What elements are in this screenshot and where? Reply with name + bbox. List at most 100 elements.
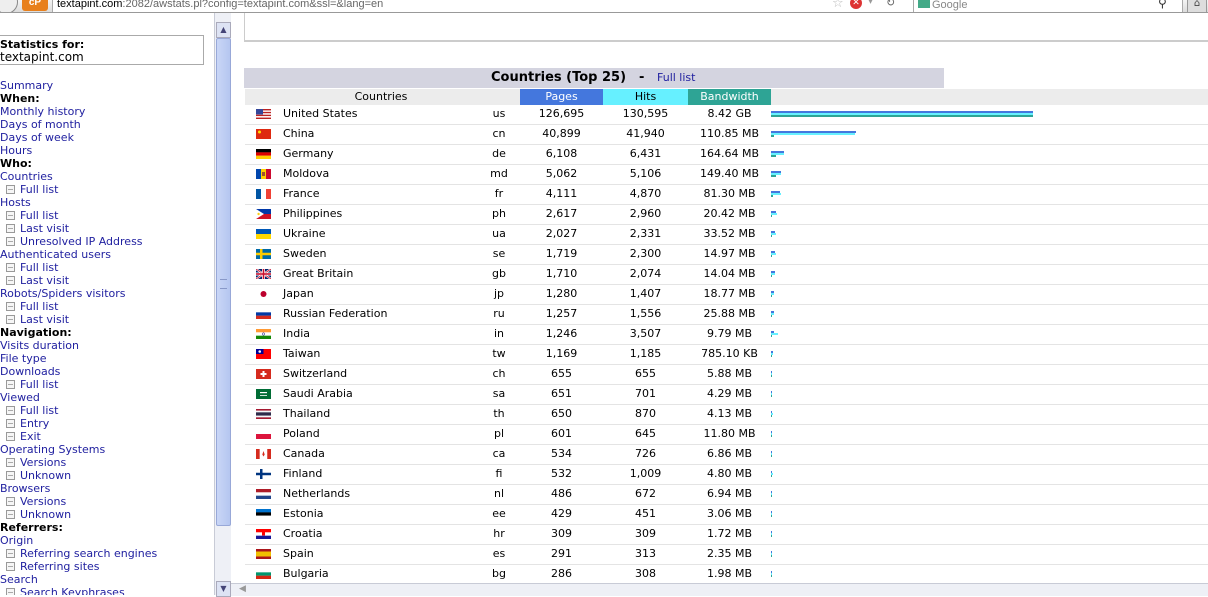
menu-subitem[interactable]: Unknown bbox=[0, 508, 157, 521]
menu-subitem[interactable]: Full list bbox=[0, 209, 157, 222]
menu-subitem[interactable]: Referring search engines bbox=[0, 547, 157, 560]
pages-value: 650 bbox=[551, 407, 572, 420]
country-code: es bbox=[492, 547, 506, 560]
es-flag-icon bbox=[256, 549, 271, 560]
tw-flag-icon bbox=[256, 349, 271, 359]
bandwidth-value: 149.40 MB bbox=[699, 167, 760, 180]
subitem-box-icon bbox=[6, 406, 15, 415]
menu-subitem[interactable]: Versions bbox=[0, 456, 157, 469]
country-name: India bbox=[283, 327, 310, 340]
menu-item[interactable]: Days of month bbox=[0, 118, 157, 131]
bookmark-star-icon[interactable]: ☆ bbox=[832, 0, 844, 11]
address-bar[interactable]: textapint.com:2082/awstats.pl?config=tex… bbox=[52, 0, 918, 12]
menu-item[interactable]: Countries bbox=[0, 170, 157, 183]
de-flag-icon bbox=[256, 149, 271, 160]
bandwidth-value: 1.98 MB bbox=[706, 567, 753, 580]
dropdown-icon[interactable]: ▾ bbox=[868, 0, 874, 7]
subitem-box-icon bbox=[6, 380, 15, 389]
pages-bar bbox=[771, 271, 775, 273]
hits-value: 1,185 bbox=[629, 347, 662, 360]
country-name: China bbox=[283, 127, 315, 140]
menu-item[interactable]: Authenticated users bbox=[0, 248, 157, 261]
menu-subitem[interactable]: Unknown bbox=[0, 469, 157, 482]
full-list-link[interactable]: Full list bbox=[657, 71, 696, 84]
menu-subitem[interactable]: Last visit bbox=[0, 222, 157, 235]
menu-item-label: Hosts bbox=[0, 196, 31, 209]
table-row: Bulgaria bg 286 308 1.98 MB bbox=[245, 565, 1208, 585]
bars-cell bbox=[771, 205, 1208, 223]
menu-subitem[interactable]: Last visit bbox=[0, 313, 157, 326]
bandwidth-value: 5.88 MB bbox=[706, 367, 753, 380]
menu-item[interactable]: File type bbox=[0, 352, 157, 365]
search-input[interactable]: Google bbox=[913, 0, 1183, 12]
bandwidth-bar bbox=[771, 475, 772, 477]
country-name: Finland bbox=[283, 467, 323, 480]
ee-flag-icon bbox=[256, 509, 271, 520]
hits-bar bbox=[771, 473, 773, 475]
bars-cell bbox=[771, 185, 1208, 203]
home-icon[interactable]: ⌂ bbox=[1187, 0, 1207, 12]
menu-subitem[interactable]: Versions bbox=[0, 495, 157, 508]
sidebar-scrollbar[interactable]: ▲ ▼ bbox=[214, 13, 231, 597]
hits-bar bbox=[771, 213, 777, 215]
hits-bar bbox=[771, 273, 775, 275]
pages-value: 126,695 bbox=[538, 107, 585, 120]
menu-item[interactable]: Downloads bbox=[0, 365, 157, 378]
menu-item-label: Last visit bbox=[20, 313, 70, 326]
menu-subitem[interactable]: Exit bbox=[0, 430, 157, 443]
menu-item[interactable]: Days of week bbox=[0, 131, 157, 144]
scroll-up-icon[interactable]: ▲ bbox=[216, 22, 231, 38]
menu-item[interactable]: Monthly history bbox=[0, 105, 157, 118]
menu-subitem[interactable]: Full list bbox=[0, 261, 157, 274]
menu-item[interactable]: Hours bbox=[0, 144, 157, 157]
countries-title-bar: Countries (Top 25) - Full list bbox=[244, 68, 944, 88]
table-row: Spain es 291 313 2.35 MB bbox=[245, 545, 1208, 565]
pages-value: 534 bbox=[551, 447, 572, 460]
reload-icon[interactable]: ↻ bbox=[886, 0, 896, 9]
menu-item[interactable]: Robots/Spiders visitors bbox=[0, 287, 157, 300]
menu-subitem[interactable]: Referring sites bbox=[0, 560, 157, 573]
menu-item[interactable]: Search bbox=[0, 573, 157, 586]
bandwidth-value: 1.72 MB bbox=[706, 527, 753, 540]
bandwidth-value: 8.42 GB bbox=[707, 107, 752, 120]
scroll-left-icon[interactable]: ◀ bbox=[239, 584, 246, 594]
magnifier-icon[interactable]: ⚲ bbox=[1158, 0, 1167, 10]
hits-bar bbox=[771, 253, 776, 255]
menu-item[interactable]: Hosts bbox=[0, 196, 157, 209]
menu-subitem[interactable]: Last visit bbox=[0, 274, 157, 287]
hits-bar bbox=[771, 113, 1033, 115]
menu-item[interactable]: Viewed bbox=[0, 391, 157, 404]
hits-bar bbox=[771, 293, 774, 295]
pages-bar bbox=[771, 191, 780, 193]
menu-subitem[interactable]: Search Keyphrases bbox=[0, 586, 157, 595]
menu-subitem[interactable]: Unresolved IP Address bbox=[0, 235, 157, 248]
menu-subitem[interactable]: Full list bbox=[0, 300, 157, 313]
menu-item[interactable]: Browsers bbox=[0, 482, 157, 495]
hits-value: 451 bbox=[635, 507, 656, 520]
table-row: Philippines ph 2,617 2,960 20.42 MB bbox=[245, 205, 1208, 225]
scroll-down-icon[interactable]: ▼ bbox=[216, 581, 231, 597]
menu-item[interactable]: Operating Systems bbox=[0, 443, 157, 456]
google-icon bbox=[918, 0, 930, 8]
pages-value: 1,257 bbox=[545, 307, 578, 320]
menu-item[interactable]: Visits duration bbox=[0, 339, 157, 352]
menu-item[interactable]: Summary bbox=[0, 79, 157, 92]
country-name: Japan bbox=[283, 287, 314, 300]
menu-subitem[interactable]: Full list bbox=[0, 378, 157, 391]
menu-item[interactable]: Origin bbox=[0, 534, 157, 547]
title-separator: - bbox=[639, 70, 645, 85]
menu-subitem[interactable]: Entry bbox=[0, 417, 157, 430]
previous-section-box bbox=[244, 13, 1208, 42]
bandwidth-value: 110.85 MB bbox=[699, 127, 760, 140]
stop-icon[interactable]: ✕ bbox=[850, 0, 862, 9]
back-button[interactable] bbox=[0, 0, 18, 12]
menu-subitem[interactable]: Full list bbox=[0, 404, 157, 417]
main-horizontal-scrollbar[interactable]: ◀ bbox=[231, 583, 1208, 596]
pages-bar bbox=[771, 231, 775, 233]
bars-cell bbox=[771, 385, 1208, 403]
scrollbar-thumb[interactable] bbox=[216, 38, 231, 526]
country-name: Switzerland bbox=[283, 367, 348, 380]
country-code: gb bbox=[492, 267, 506, 280]
menu-subitem[interactable]: Full list bbox=[0, 183, 157, 196]
search-placeholder: Google bbox=[932, 0, 968, 11]
